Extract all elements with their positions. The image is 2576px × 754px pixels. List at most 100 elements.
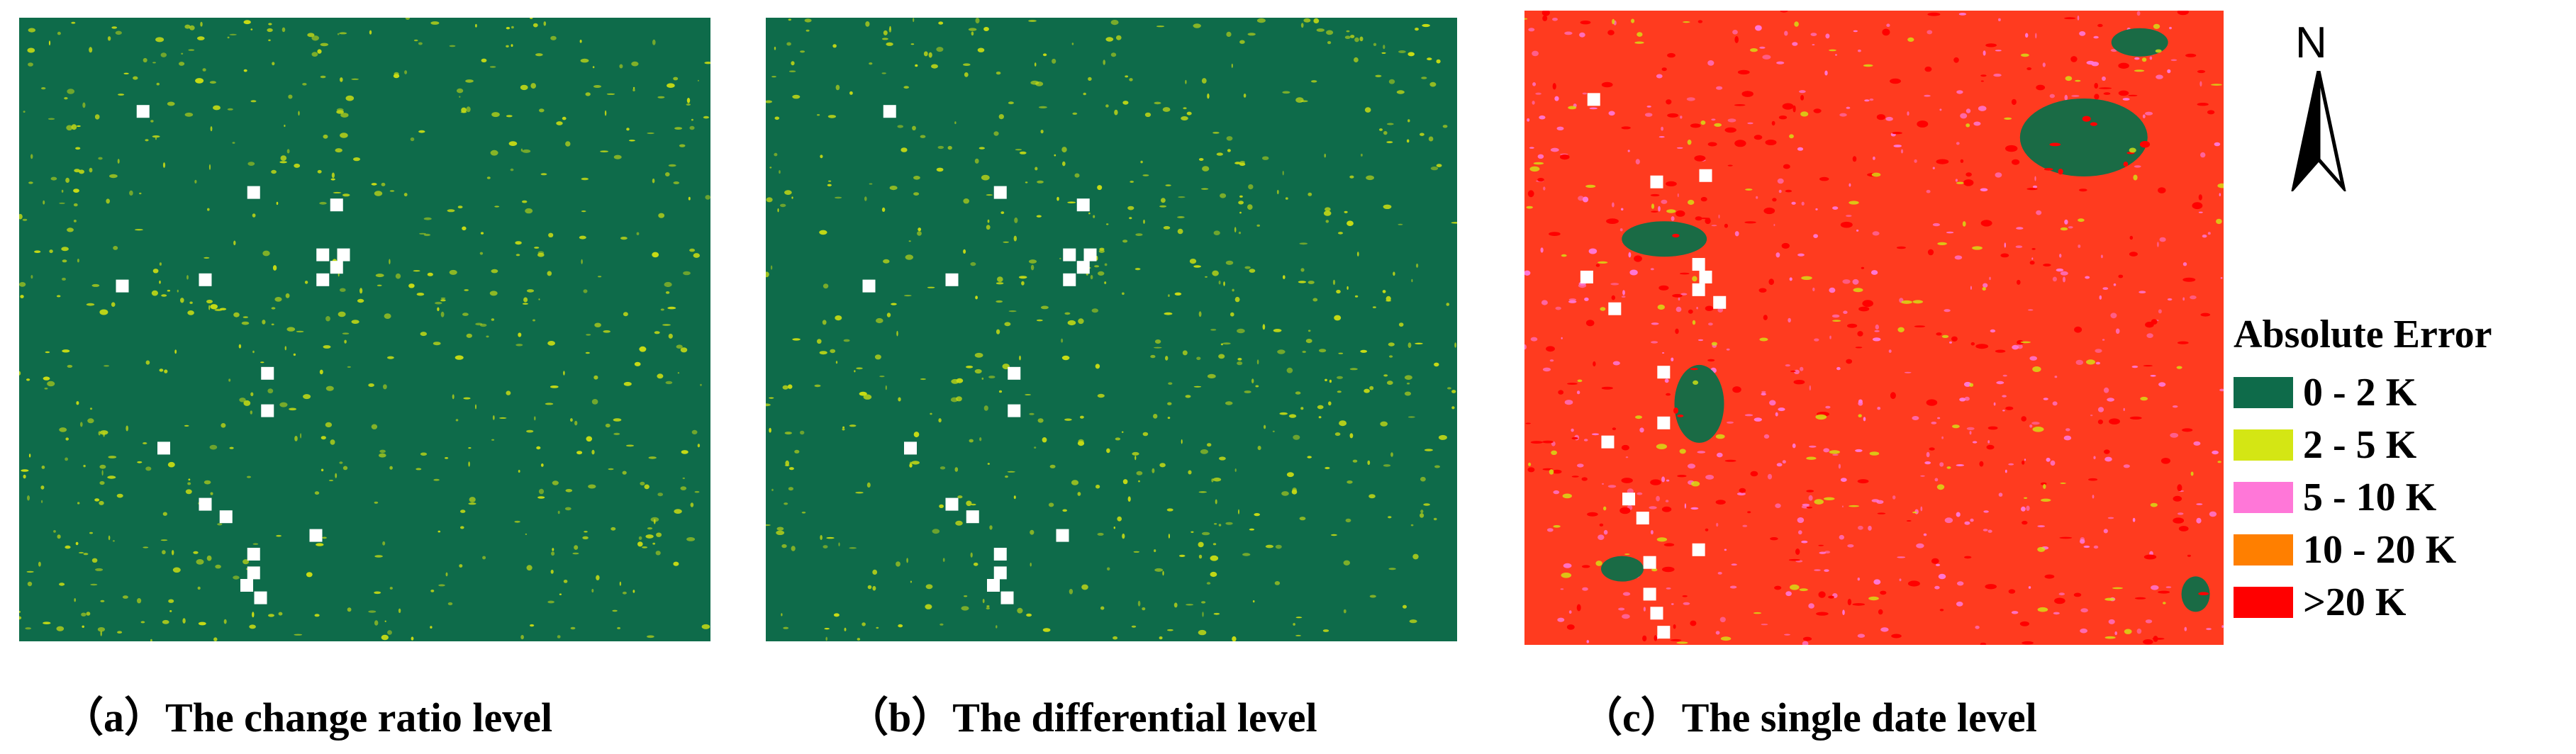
error-pixel-cluster (1185, 79, 1187, 84)
mid-error-cluster (1577, 379, 1583, 383)
error-pixel-cluster (979, 437, 982, 441)
error-pixel-cluster (1763, 434, 1770, 439)
error-pixel-cluster (1249, 269, 1256, 273)
error-pixel-cluster (1177, 216, 1185, 218)
error-pixel-cluster (1839, 534, 1844, 540)
error-pixel-cluster (43, 200, 45, 205)
error-pixel-cluster (1530, 337, 1538, 342)
error-pixel-cluster (838, 542, 840, 546)
high-error-cluster (2017, 279, 2021, 285)
error-pixel-cluster (479, 252, 484, 255)
error-pixel-cluster (1964, 521, 1970, 525)
error-pixel-cluster (1552, 18, 1558, 21)
error-pixel-cluster (62, 259, 67, 263)
error-pixel-cluster (2142, 114, 2146, 118)
error-pixel-cluster (963, 63, 971, 66)
mid-error-cluster (2037, 546, 2046, 552)
error-pixel-cluster (200, 21, 203, 27)
error-pixel-cluster (427, 272, 433, 276)
error-pixel-cluster (75, 147, 81, 150)
error-pixel-cluster (2114, 631, 2117, 636)
error-pixel-cluster (2046, 457, 2051, 462)
error-pixel-cluster (1305, 339, 1312, 344)
error-pixel-cluster (1651, 530, 1654, 535)
error-pixel-cluster (2031, 422, 2040, 425)
error-pixel-cluster (769, 427, 771, 433)
high-error-cluster (1914, 325, 1926, 327)
error-pixel-cluster (155, 137, 157, 140)
station-marker (1692, 283, 1705, 296)
error-pixel-cluster (151, 290, 158, 296)
error-pixel-cluster (53, 530, 56, 533)
high-error-cluster (1667, 52, 1675, 58)
error-pixel-cluster (1618, 607, 1625, 611)
error-pixel-cluster (185, 489, 192, 495)
error-pixel-cluster (1403, 604, 1407, 609)
error-pixel-cluster (203, 480, 211, 485)
error-pixel-cluster (1346, 480, 1353, 484)
error-pixel-cluster (1274, 581, 1281, 585)
error-pixel-cluster (1390, 452, 1393, 457)
error-pixel-cluster (2064, 94, 2068, 101)
high-error-cluster (1846, 359, 1853, 364)
error-pixel-cluster (229, 33, 237, 35)
error-pixel-cluster (1607, 485, 1617, 488)
error-pixel-cluster (323, 345, 331, 349)
high-error-cluster (1975, 344, 1989, 349)
error-pixel-cluster (1293, 623, 1295, 626)
error-pixel-cluster (480, 232, 484, 235)
error-pixel-cluster (1556, 126, 1564, 130)
error-pixel-cluster (1154, 568, 1164, 572)
high-error-cluster (2088, 478, 2098, 481)
error-pixel-cluster (1244, 390, 1251, 393)
error-pixel-cluster (437, 530, 441, 533)
error-pixel-cluster (1812, 44, 1815, 46)
error-pixel-cluster (1030, 264, 1035, 271)
error-pixel-cluster (1582, 196, 1589, 203)
error-pixel-cluster (2221, 625, 2224, 629)
error-pixel-cluster (1334, 315, 1342, 321)
high-error-cluster (1527, 190, 1534, 198)
high-error-cluster (2059, 536, 2073, 539)
error-pixel-cluster (1442, 125, 1448, 128)
error-pixel-cluster (1683, 602, 1690, 605)
error-pixel-cluster (333, 191, 342, 193)
mid-error-cluster (2104, 597, 2115, 601)
error-pixel-cluster (1107, 567, 1110, 571)
error-pixel-cluster (1989, 276, 1991, 281)
error-pixel-cluster (981, 377, 984, 380)
error-pixel-cluster (1276, 189, 1279, 195)
error-pixel-cluster (268, 23, 272, 26)
error-pixel-cluster (969, 439, 974, 443)
error-pixel-cluster (1571, 428, 1574, 432)
high-error-cluster (1688, 309, 1693, 314)
error-pixel-cluster (1383, 374, 1388, 377)
error-pixel-cluster (1226, 136, 1233, 141)
error-pixel-cluster (510, 168, 514, 171)
error-pixel-cluster (998, 114, 1004, 120)
legend-label-0-2k: 0 - 2 K (2303, 371, 2417, 415)
error-pixel-cluster (1026, 613, 1032, 617)
mid-error-cluster (1832, 320, 1841, 322)
error-pixel-cluster (522, 303, 528, 305)
error-pixel-cluster (1717, 308, 1723, 313)
high-error-cluster (1878, 609, 1883, 615)
high-error-cluster (2036, 84, 2046, 91)
error-pixel-cluster (766, 197, 773, 203)
error-pixel-cluster (28, 62, 33, 67)
error-pixel-cluster (1307, 456, 1312, 458)
error-pixel-cluster (403, 193, 408, 197)
error-pixel-cluster (180, 298, 184, 303)
error-pixel-cluster (1716, 522, 1719, 527)
error-pixel-cluster (1021, 281, 1025, 286)
error-pixel-cluster (1165, 184, 1171, 186)
high-error-cluster (2022, 641, 2034, 645)
error-pixel-cluster (518, 470, 520, 473)
error-pixel-cluster (347, 607, 352, 612)
high-error-cluster (1606, 218, 1619, 224)
high-error-cluster (1741, 91, 1753, 97)
high-error-cluster (1771, 120, 1775, 126)
error-pixel-cluster (1104, 263, 1108, 266)
error-pixel-cluster (335, 473, 338, 478)
error-pixel-cluster (679, 144, 686, 147)
